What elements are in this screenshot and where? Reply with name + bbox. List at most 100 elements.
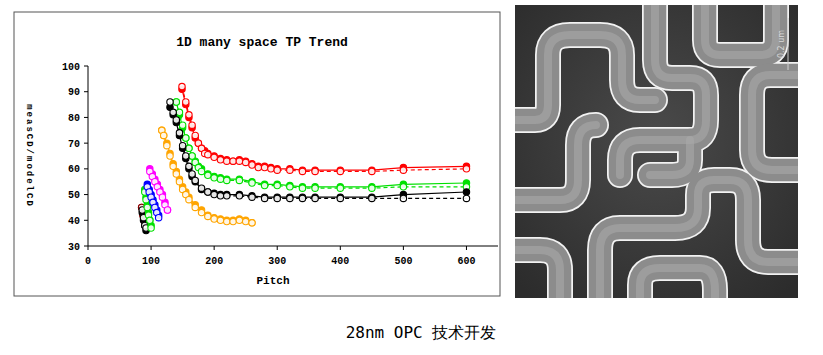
series-line [162,130,252,223]
sem-feature [705,5,776,55]
y-tick-label: 70 [68,139,80,150]
sem-contour [752,75,798,170]
data-point [160,132,166,138]
data-point [230,218,236,224]
caption: 28nm OPC 技术开发 [346,323,497,342]
data-point [176,130,182,136]
data-point [167,153,173,159]
data-point [179,143,185,149]
sem-feature-core [640,268,715,298]
y-tick-label: 40 [68,216,80,227]
y-axis-label: measCD/modelCD [24,104,34,208]
data-point [170,109,176,115]
data-point [186,197,192,203]
y-tick [84,143,88,144]
data-point [400,167,406,173]
sem-feature-core [515,35,655,120]
data-point [249,220,255,226]
sem-feature-core [515,250,560,298]
data-point [144,204,150,210]
data-point [224,218,230,224]
y-tick [84,220,88,221]
sem-feature-core [705,5,776,55]
data-point [369,168,375,174]
data-point [369,185,375,191]
sem-feature [600,180,798,298]
data-point [211,216,217,222]
sem-scale-bar [788,18,789,70]
data-point [183,153,189,159]
sem-contour [640,268,715,298]
data-point [164,207,170,213]
data-point [211,191,217,197]
data-point [205,172,211,178]
data-point [179,83,185,89]
sem-scale-label: 0.2 um [777,30,786,58]
sem-contour [515,250,560,298]
data-point [179,122,185,128]
data-point [217,176,223,182]
data-point [211,175,217,181]
data-point [183,99,189,105]
y-tick-label: 60 [68,164,80,175]
data-point [236,193,242,199]
sem-contour [600,180,798,298]
data-point [211,154,217,160]
data-point [186,145,192,151]
series-line [150,171,168,210]
data-point [312,168,318,174]
data-point [148,225,154,231]
sem-feature [620,5,706,175]
x-tick [214,246,215,250]
y-tick [84,91,88,92]
data-point [249,194,255,200]
sem-feature-core [600,180,798,298]
x-tick-label: 400 [331,256,349,267]
data-point [147,217,153,223]
data-point [173,99,179,105]
data-point [224,177,230,183]
x-tick [466,246,467,250]
x-tick [340,246,341,250]
data-point [189,153,195,159]
y-tick [84,246,88,247]
data-point [176,109,182,115]
data-point [205,189,211,195]
sem-contour [515,125,596,200]
sem-feature [515,35,655,120]
sem-feature-core [650,140,690,175]
data-point [249,162,255,168]
data-point [274,167,280,173]
data-point [400,184,406,190]
data-point [192,132,198,138]
data-point [205,213,211,219]
y-tick-label: 80 [68,113,80,124]
y-tick [84,194,88,195]
sem-feature [515,125,596,200]
data-point [167,99,173,105]
data-point [337,195,343,201]
data-point [205,152,211,158]
x-tick-label: 300 [268,256,286,267]
data-point [164,207,170,213]
x-tick [88,246,89,250]
data-point [249,220,255,226]
data-point [186,145,192,151]
data-point [173,171,179,177]
data-point [261,195,267,201]
series-line [176,102,466,187]
x-tick [277,246,278,250]
data-point [400,195,406,201]
series-line [150,169,168,210]
y-tick-label: 90 [68,87,80,98]
sem-feature [650,140,690,175]
series-line [182,87,466,172]
x-tick-label: 0 [85,256,91,267]
data-point [189,122,195,128]
chart-frame [14,12,500,296]
data-point [192,204,198,210]
sem-feature-core [752,75,798,170]
data-point [224,158,230,164]
data-point [183,135,189,141]
y-tick [84,66,88,67]
